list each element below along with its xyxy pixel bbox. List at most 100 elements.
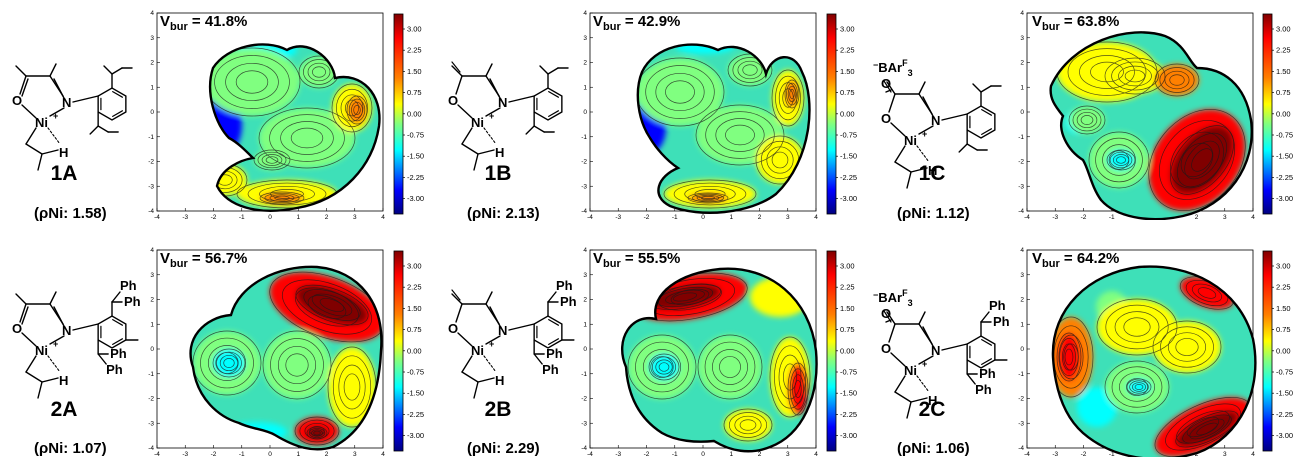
colorbar: 3.00 2.25 1.50 0.75 0.00 -0.75 -1.50 -2.25 -3.00 — [826, 12, 866, 222]
molecule-1B: O Ni + N H — [440, 30, 570, 171]
y-tick-label: 3 — [150, 35, 154, 42]
steric-contour-fill — [190, 266, 382, 450]
x-tick-label: -4 — [154, 214, 160, 220]
steric-boundary — [208, 43, 381, 212]
y-tick-label: -3 — [1018, 420, 1024, 427]
colorbar-tick-label: 1.50 — [840, 67, 855, 76]
colorbar-tick-label: -0.75 — [1276, 131, 1293, 140]
phenyl-label: Ph — [560, 294, 577, 309]
x-tick-label: 0 — [701, 214, 705, 220]
steric-map-1A: -4 -4 -3 -3 -2 -2 -1 -1 0 0 1 1 2 2 3 3 4 4 — [147, 10, 387, 221]
colorbar-tick-label: -3.00 — [840, 431, 857, 440]
x-tick-label: -3 — [182, 214, 188, 220]
colorbar-tick-label: -1.50 — [840, 152, 857, 161]
x-tick-label: 1 — [296, 214, 300, 220]
colorbar-gradient — [826, 13, 837, 215]
steric-map-1B: -4 -4 -3 -3 -2 -2 -1 -1 0 0 1 1 2 2 3 3 4 4 — [580, 10, 820, 221]
colorbar-tick-label: -1.50 — [1276, 152, 1293, 161]
rho-ni-value: (ρNi: 2.13) — [467, 205, 540, 222]
y-tick-label: 4 — [583, 247, 587, 254]
molecule-2C: O Ni + N O −BArF3 H Ph Ph Ph Ph — [873, 248, 1023, 419]
y-tick-label: 0 — [583, 346, 587, 353]
steric-contour-fill — [1050, 32, 1252, 220]
colorbar-tick-label: -0.75 — [1276, 368, 1293, 377]
colorbar-tick-label: 1.50 — [407, 304, 422, 313]
steric-boundary — [636, 43, 811, 214]
x-tick-label: 4 — [381, 451, 385, 457]
y-tick-label: -1 — [581, 134, 587, 141]
cation-charge: + — [53, 339, 58, 349]
counterion-label: −BArF3 — [873, 288, 913, 308]
colorbar-tick-label: -3.00 — [840, 194, 857, 203]
colorbar-tick-label: 3.00 — [1276, 262, 1291, 271]
x-tick-label: -1 — [1109, 214, 1115, 220]
y-tick-label: -4 — [581, 445, 587, 452]
y-tick-label: 1 — [150, 321, 154, 328]
nitrogen-atom: N — [62, 95, 71, 110]
steric-boundary — [621, 267, 818, 453]
colorbar-tick-label: 0.00 — [840, 346, 855, 355]
colorbar-tick-label: 0.75 — [1276, 325, 1291, 334]
cation-charge: + — [922, 129, 927, 139]
x-tick-label: 4 — [1251, 214, 1255, 220]
vbur-label: Vbur = 64.2% — [1032, 250, 1120, 270]
x-tick-label: 3 — [1223, 214, 1227, 220]
colorbar-tick-label: 0.75 — [1276, 88, 1291, 97]
compound-label: 2B — [484, 398, 512, 421]
steric-contour-fill — [1052, 266, 1256, 459]
y-tick-label: 2 — [150, 60, 154, 67]
colorbar-tick-label: -0.75 — [840, 131, 857, 140]
nitrogen-atom: N — [498, 95, 507, 110]
colorbar-tick-label: 3.00 — [407, 262, 422, 271]
y-tick-label: 4 — [1020, 247, 1024, 254]
colorbar-tick-label: 1.50 — [1276, 67, 1291, 76]
y-tick-label: -2 — [1018, 159, 1024, 166]
colorbar-tick-label: -2.25 — [1276, 173, 1293, 182]
phenyl-label: Ph — [106, 362, 123, 377]
oxygen-atom: O — [12, 321, 22, 336]
colorbar-tick-label: 3.00 — [1276, 25, 1291, 34]
x-tick-label: 2 — [758, 451, 762, 457]
x-tick-label: -3 — [1052, 451, 1058, 457]
cation-charge: + — [489, 111, 494, 121]
colorbar-tick-label: 3.00 — [840, 25, 855, 34]
compound-label: 1B — [484, 162, 512, 185]
y-tick-label: -2 — [148, 159, 154, 166]
x-tick-label: -4 — [154, 451, 160, 457]
vbur-label: Vbur = 55.5% — [593, 250, 681, 270]
y-tick-label: 4 — [150, 247, 154, 254]
colorbar-tick-label: 0.00 — [1276, 109, 1291, 118]
nickel-atom: Ni — [35, 115, 48, 130]
x-tick-label: 2 — [1195, 214, 1199, 220]
y-tick-label: -1 — [148, 134, 154, 141]
x-tick-label: 4 — [381, 214, 385, 220]
nitrogen-atom: N — [62, 323, 71, 338]
phenyl-label: Ph — [975, 382, 992, 397]
agostic-hydrogen: H — [495, 145, 504, 160]
y-tick-label: -1 — [581, 371, 587, 378]
y-tick-label: -4 — [148, 445, 154, 452]
colorbar-tick-label: -2.25 — [840, 410, 857, 419]
vbur-label: Vbur = 56.7% — [160, 250, 248, 270]
nickel-atom: Ni — [471, 343, 484, 358]
steric-map-2B: -4 -4 -3 -3 -2 -2 -1 -1 0 0 1 1 2 2 3 3 4 4 — [580, 247, 820, 458]
agostic-hydrogen: H — [928, 393, 937, 408]
y-tick-label: -2 — [148, 396, 154, 403]
agostic-hydrogen: H — [495, 373, 504, 388]
x-tick-label: -4 — [1024, 214, 1030, 220]
y-tick-label: 3 — [1020, 272, 1024, 279]
colorbar-tick-label: 0.00 — [407, 346, 422, 355]
x-tick-label: -4 — [587, 451, 593, 457]
phenyl-label: Ph — [989, 298, 1006, 313]
oxygen-atom: O — [448, 321, 458, 336]
colorbar-tick-label: -3.00 — [1276, 194, 1293, 203]
rho-ni-value: (ρNi: 1.06) — [897, 440, 970, 457]
nitrogen-atom: N — [931, 343, 940, 358]
y-tick-label: 0 — [1020, 109, 1024, 116]
y-tick-label: 2 — [1020, 60, 1024, 67]
y-tick-label: 0 — [583, 109, 587, 116]
phenyl-label: Ph — [979, 366, 996, 381]
y-tick-label: 0 — [150, 109, 154, 116]
colorbar-gradient — [393, 250, 404, 452]
x-tick-label: -1 — [239, 451, 245, 457]
